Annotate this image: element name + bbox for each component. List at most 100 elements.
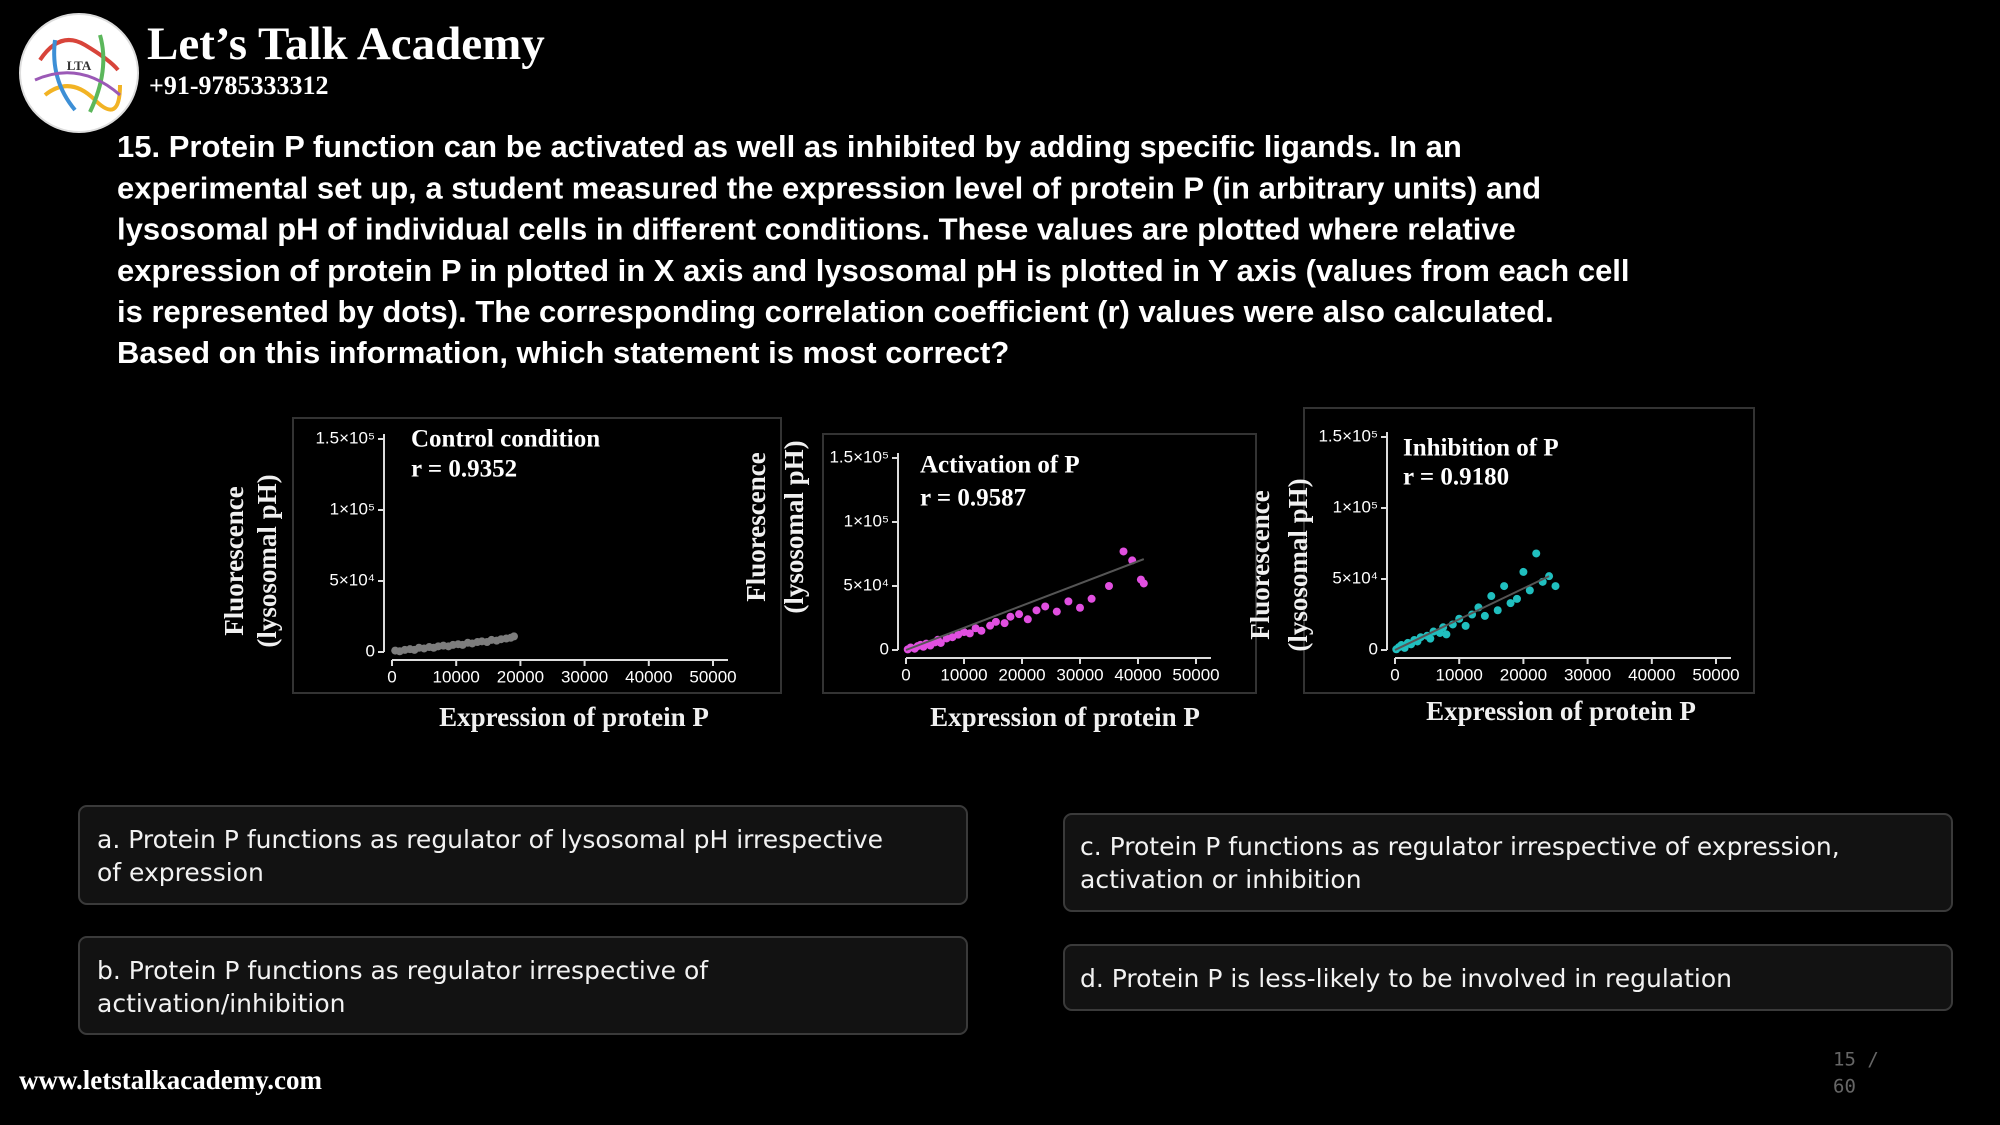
y-tick-label: 1×10⁵ [330,499,375,518]
data-point [1442,630,1451,639]
question-line: is represented by dots). The correspondi… [117,294,1554,329]
question-line: Based on this information, which stateme… [117,335,1009,370]
chart-frame [1303,407,1755,694]
fit-line [905,558,1145,651]
data-point [1480,611,1489,620]
data-point [986,621,995,630]
y-tick-label: 0 [1369,639,1378,658]
option-text: of expression [97,858,264,887]
data-point [1105,582,1113,590]
x-tick-label: 10000 [1436,665,1483,684]
data-point [936,638,945,647]
scatter-chart: 0 10000 20000 30000 40000 50000 0 5×10⁴ 1×10⁵ 1.5… [1245,407,1755,726]
x-tick-label: 40000 [625,667,672,686]
data-point [1032,606,1041,615]
x-tick-label: 40000 [1114,665,1161,684]
option-text: c. Protein P functions as regulator irre… [1080,832,1840,861]
x-tick-label: 0 [1390,665,1399,684]
y-tick-label: 0 [880,639,889,658]
data-point [1076,603,1084,612]
x-tick-label: 20000 [998,665,1045,684]
chart-annotation: r = 0.9180 [1403,464,1509,491]
x-tick-label: 30000 [1564,665,1611,684]
data-point [1487,592,1496,601]
y-axis-label: Fluorescence [1245,490,1275,639]
data-point [1000,619,1009,628]
data-point [1525,586,1534,595]
data-point [1551,582,1560,591]
x-tick-label: 10000 [433,667,480,686]
question-line: experimental set up, a student measured … [117,170,1541,205]
data-point [1052,607,1061,616]
brand-title: Let’s Talk Academy [147,18,545,70]
scatter-chart: 0 10000 20000 30000 40000 50000 0 5×10⁴ 1×10⁵ 1.5… [741,433,1257,732]
question-line: expression of protein P in plotted in X … [117,253,1630,288]
y-axis-label: Fluorescence [741,452,771,601]
question: 15. Protein P function can be activated … [117,129,1630,370]
data-point [1532,549,1541,558]
option-text: a. Protein P functions as regulator of l… [97,825,883,854]
logo-text: LTA [67,58,92,73]
data-point [965,629,974,638]
data-point [991,617,1000,626]
option-text: activation/inhibition [97,989,346,1018]
chart-frame [292,417,782,694]
y-tick-label: 5×10⁴ [843,575,889,594]
data-point [1426,634,1435,643]
question-line: 15. Protein P function can be activated … [117,129,1462,164]
phone: +91-9785333312 [149,71,328,100]
option-box [78,805,968,905]
data-point [1139,579,1148,588]
chart-annotation: Activation of P [920,452,1080,479]
y-axis-label: Fluorescence [219,486,249,635]
y-tick-label: 1×10⁵ [1333,497,1378,516]
x-tick-label: 10000 [940,665,987,684]
scatter-chart: 0 10000 20000 30000 40000 50000 0 5×10⁴ 1×10⁵ 1.5… [219,417,782,732]
x-tick-label: 0 [901,665,910,684]
option[interactable]: a. Protein P functions as regulator of l… [78,805,968,905]
charts: 0 10000 20000 30000 40000 50000 0 5×10⁴ 1×10⁵ 1.5… [219,407,1755,732]
option[interactable]: d. Protein P is less-likely to be involv… [1063,944,1953,1011]
y-tick-label: 1×10⁵ [844,511,889,530]
x-tick-label: 20000 [1500,665,1547,684]
data-point [509,632,518,641]
data-point [1015,610,1024,619]
option-box [78,936,968,1035]
y-tick-label: 1.5×10⁵ [1318,426,1378,445]
data-point [1506,599,1515,608]
option-text: b. Protein P functions as regulator irre… [97,956,709,985]
data-point [1064,597,1073,606]
option[interactable]: c. Protein P functions as regulator irre… [1063,813,1953,912]
data-point [977,626,986,635]
data-point [1006,612,1015,621]
chart-annotation: Inhibition of P [1403,435,1559,462]
option-box [1063,944,1953,1011]
chart-annotation: r = 0.9587 [920,485,1026,512]
y-tick-label: 1.5×10⁵ [315,428,375,447]
data-point [1041,602,1050,611]
question-line: lysosomal pH of individual cells in diff… [117,212,1516,247]
y-tick-label: 0 [366,641,375,660]
option[interactable]: b. Protein P functions as regulator irre… [78,936,968,1035]
y-axis-label: (lysosomal pH) [1283,478,1313,651]
data-point [1519,567,1528,576]
options: a. Protein P functions as regulator of l… [78,805,1953,1035]
x-axis-label: Expression of protein P [439,702,709,732]
data-point [1461,621,1470,630]
chart-annotation: r = 0.9352 [411,456,517,483]
page-counter: 60 [1833,1076,1856,1098]
data-point [1023,615,1032,624]
y-tick-label: 5×10⁴ [329,570,375,589]
x-tick-label: 30000 [1056,665,1103,684]
data-point [1512,594,1521,603]
data-point [1119,547,1128,556]
y-axis-label: (lysosomal pH) [779,440,809,613]
x-tick-label: 50000 [1692,665,1739,684]
data-point [1500,582,1509,591]
y-axis-label: (lysosomal pH) [252,474,282,647]
chart-annotation: Control condition [411,426,600,453]
x-axis-label: Expression of protein P [1426,696,1696,726]
x-tick-label: 50000 [689,667,736,686]
